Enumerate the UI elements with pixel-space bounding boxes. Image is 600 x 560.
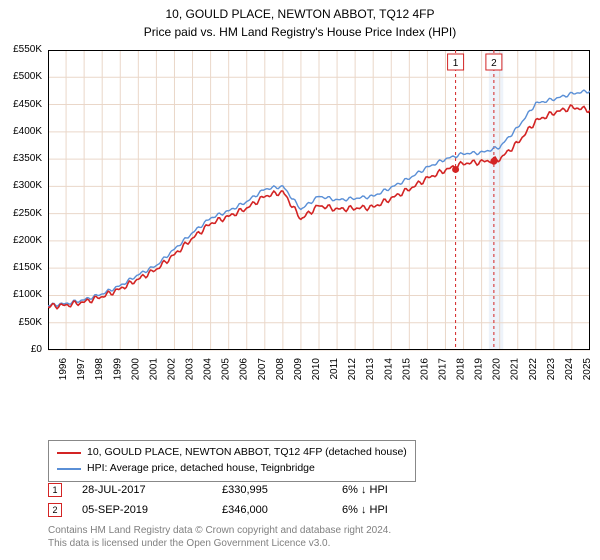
y-axis-label: £500K <box>13 71 42 82</box>
svg-text:2: 2 <box>491 58 497 69</box>
footnote-line: Contains HM Land Registry data © Crown c… <box>48 524 391 537</box>
x-axis-label: 2005 <box>221 358 232 381</box>
legend: 10, GOULD PLACE, NEWTON ABBOT, TQ12 4FP … <box>48 440 416 482</box>
x-axis-label: 2006 <box>239 358 250 381</box>
legend-swatch <box>57 468 81 470</box>
y-axis-label: £400K <box>13 126 42 137</box>
sale-marker-badge: 2 <box>48 503 62 517</box>
sale-markers-table: 1 28-JUL-2017 £330,995 6% ↓ HPI 2 05-SEP… <box>48 480 462 520</box>
x-axis-label: 2024 <box>564 358 575 381</box>
x-axis-label: 2001 <box>148 358 159 381</box>
y-axis-label: £0 <box>31 344 42 355</box>
sale-delta: 6% ↓ HPI <box>342 484 462 496</box>
sale-date: 05-SEP-2019 <box>82 504 222 516</box>
x-axis-label: 2000 <box>130 358 141 381</box>
x-axis-label: 2004 <box>203 358 214 381</box>
y-axis-label: £450K <box>13 99 42 110</box>
y-axis-label: £100K <box>13 289 42 300</box>
x-axis-label: 2008 <box>275 358 286 381</box>
x-axis-label: 2020 <box>492 358 503 381</box>
sale-price: £330,995 <box>222 484 342 496</box>
x-axis-label: 1998 <box>94 358 105 381</box>
legend-label: 10, GOULD PLACE, NEWTON ABBOT, TQ12 4FP … <box>87 445 407 461</box>
chart-subtitle: Price paid vs. HM Land Registry's House … <box>0 23 600 39</box>
y-axis-label: £350K <box>13 153 42 164</box>
x-axis-label: 2013 <box>365 358 376 381</box>
x-axis-label: 1996 <box>58 358 69 381</box>
x-axis-label: 2016 <box>419 358 430 381</box>
x-axis-label: 2021 <box>510 358 521 381</box>
x-axis-label: 2019 <box>474 358 485 381</box>
x-axis-label: 2022 <box>528 358 539 381</box>
legend-row: HPI: Average price, detached house, Teig… <box>57 461 407 477</box>
x-axis-label: 2014 <box>383 358 394 381</box>
y-axis-label: £300K <box>13 180 42 191</box>
sale-delta: 6% ↓ HPI <box>342 504 462 516</box>
x-axis-label: 2015 <box>401 358 412 381</box>
x-axis-label: 2003 <box>185 358 196 381</box>
chart-container: 10, GOULD PLACE, NEWTON ABBOT, TQ12 4FP … <box>0 0 600 560</box>
x-axis-label: 2025 <box>582 358 590 381</box>
x-axis-label: 2007 <box>257 358 268 381</box>
chart-svg: 1 2 1995 1996 1997 1998 1999 2000 2001 2002 2003 20… <box>48 50 590 430</box>
y-axis-label: £550K <box>13 44 42 55</box>
footnote-line: This data is licensed under the Open Gov… <box>48 537 391 550</box>
x-axis-label: 2011 <box>329 358 340 380</box>
legend-label: HPI: Average price, detached house, Teig… <box>87 461 315 477</box>
x-axis-label: 2017 <box>437 358 448 381</box>
x-axis-label: 2010 <box>311 358 322 381</box>
svg-text:1: 1 <box>453 58 459 69</box>
chart-plot-area: 1 2 1995 1996 1997 1998 1999 2000 2001 2002 2003 20… <box>48 50 590 390</box>
sale-marker-badge: 1 <box>48 483 62 497</box>
x-axis-label: 2023 <box>546 358 557 381</box>
y-axis-label: £150K <box>13 262 42 273</box>
y-axis-label: £200K <box>13 235 42 246</box>
x-axis-label: 2002 <box>166 358 177 381</box>
chart-title: 10, GOULD PLACE, NEWTON ABBOT, TQ12 4FP <box>0 0 600 23</box>
legend-swatch <box>57 452 81 454</box>
legend-row: 10, GOULD PLACE, NEWTON ABBOT, TQ12 4FP … <box>57 445 407 461</box>
y-axis-label: £250K <box>13 208 42 219</box>
x-axis-label: 2012 <box>347 358 358 381</box>
sale-price: £346,000 <box>222 504 342 516</box>
x-axis-label: 2018 <box>456 358 467 381</box>
sale-marker-row: 2 05-SEP-2019 £346,000 6% ↓ HPI <box>48 500 462 520</box>
sale-date: 28-JUL-2017 <box>82 484 222 496</box>
x-axis-label: 1995 <box>48 358 51 381</box>
sale-marker-row: 1 28-JUL-2017 £330,995 6% ↓ HPI <box>48 480 462 500</box>
x-axis-label: 1997 <box>76 358 87 381</box>
y-axis-label: £50K <box>19 317 42 328</box>
x-axis-label: 2009 <box>293 358 304 381</box>
footnote: Contains HM Land Registry data © Crown c… <box>48 524 391 550</box>
x-axis-label: 1999 <box>112 358 123 381</box>
